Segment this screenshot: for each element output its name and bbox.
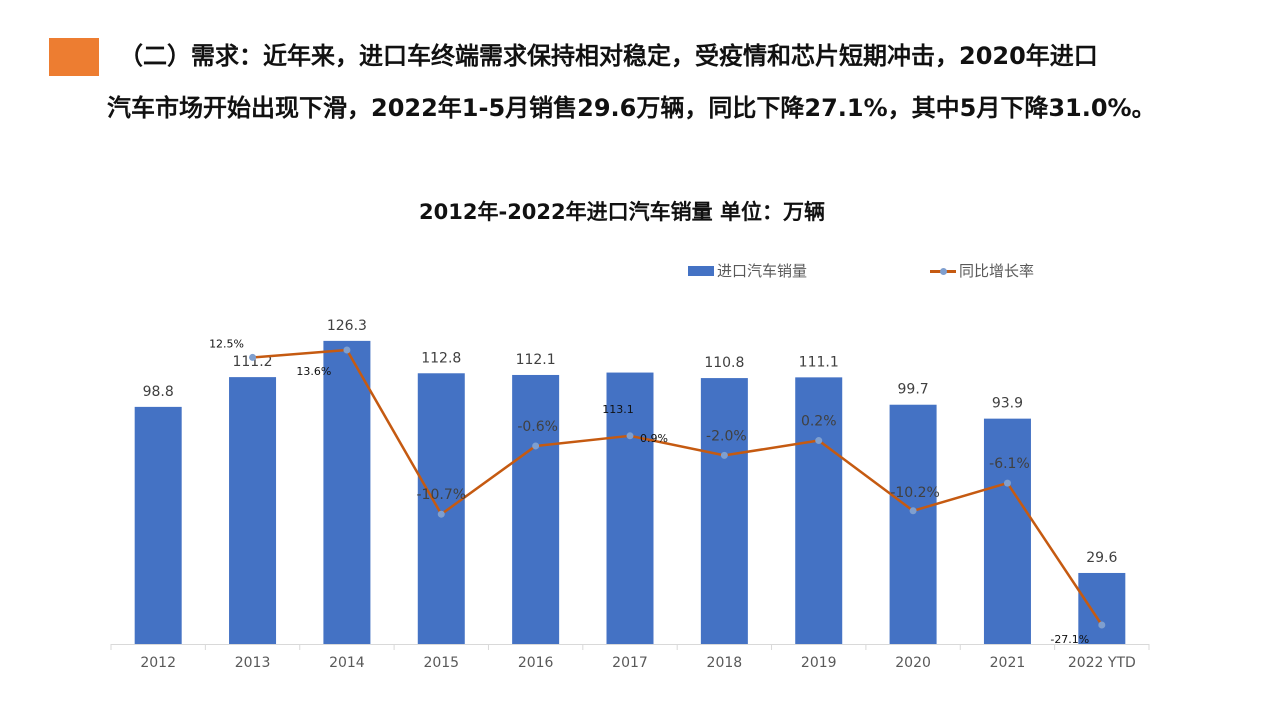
headline-line-2: 汽车市场开始出现下滑，2022年1-5月销售29.6万辆，同比下降27.1%，其… bbox=[107, 94, 1156, 122]
growth-rate-label: 0.2% bbox=[801, 414, 837, 430]
growth-rate-marker bbox=[1003, 479, 1011, 487]
bar bbox=[700, 378, 748, 644]
x-tick-label: 2019 bbox=[801, 655, 837, 671]
chart-legend: 进口汽车销量 同比增长率 bbox=[688, 260, 1034, 281]
legend-item-sales: 进口汽车销量 bbox=[688, 260, 930, 281]
x-tick-label: 2022 YTD bbox=[1068, 655, 1136, 671]
x-tick-label: 2017 bbox=[612, 655, 648, 671]
x-tick-label: 2012 bbox=[140, 655, 176, 671]
bar-value-label: 110.8 bbox=[704, 355, 744, 371]
growth-rate-label: 0.9% bbox=[640, 432, 668, 445]
growth-rate-marker bbox=[815, 437, 823, 445]
growth-rate-marker bbox=[343, 346, 351, 354]
x-tick-label: 2021 bbox=[990, 655, 1026, 671]
bar-value-label: 29.6 bbox=[1086, 550, 1117, 566]
growth-rate-marker bbox=[249, 353, 257, 361]
bar bbox=[983, 418, 1031, 644]
legend-label-sales: 进口汽车销量 bbox=[717, 262, 808, 280]
growth-rate-label: 13.6% bbox=[296, 365, 331, 378]
bar bbox=[229, 377, 277, 644]
headline-line-1: （二）需求：近年来，进口车终端需求保持相对稳定，受疫情和芯片短期冲击，2020年… bbox=[119, 42, 1098, 70]
bar bbox=[795, 377, 843, 644]
x-tick-label: 2013 bbox=[235, 655, 271, 671]
growth-rate-label: -0.6% bbox=[517, 419, 558, 435]
chart-title: 2012年-2022年进口汽车销量 单位：万辆 bbox=[419, 200, 825, 224]
bar-value-label: 112.1 bbox=[516, 352, 556, 368]
bar bbox=[1078, 572, 1126, 644]
bar bbox=[134, 406, 182, 644]
growth-rate-marker bbox=[909, 507, 917, 515]
x-tick-label: 2018 bbox=[707, 655, 743, 671]
growth-rate-label: -2.0% bbox=[706, 428, 747, 444]
bar bbox=[889, 404, 937, 644]
x-tick-label: 2016 bbox=[518, 655, 554, 671]
growth-rate-label: -6.1% bbox=[989, 456, 1030, 472]
x-tick-label: 2020 bbox=[895, 655, 931, 671]
growth-rate-marker bbox=[437, 510, 445, 518]
bar bbox=[606, 372, 654, 644]
bar-value-label: 126.3 bbox=[327, 318, 367, 334]
legend-swatch-line bbox=[930, 266, 956, 276]
growth-rate-label: 12.5% bbox=[209, 337, 244, 350]
bar-value-label: 93.9 bbox=[992, 396, 1023, 412]
x-tick-label: 2015 bbox=[423, 655, 459, 671]
legend-swatch-bar bbox=[688, 265, 714, 276]
bar bbox=[512, 374, 560, 644]
legend-item-growth: 同比增长率 bbox=[930, 260, 1034, 281]
bar-value-label: 112.8 bbox=[421, 350, 461, 366]
bar bbox=[323, 340, 371, 644]
bar-value-label: 98.8 bbox=[143, 384, 174, 400]
growth-rate-line bbox=[252, 348, 1103, 626]
bar bbox=[417, 373, 465, 644]
headline: （二）需求：近年来，进口车终端需求保持相对稳定，受疫情和芯片短期冲击，2020年… bbox=[107, 30, 1247, 134]
growth-rate-marker bbox=[720, 451, 728, 459]
x-tick-label: 2014 bbox=[329, 655, 365, 671]
growth-rate-marker bbox=[532, 442, 540, 450]
bar-value-label: 113.1 bbox=[602, 403, 634, 416]
accent-block bbox=[49, 38, 99, 76]
legend-label-growth: 同比增长率 bbox=[959, 262, 1035, 280]
bar-value-label: 111.2 bbox=[232, 354, 272, 370]
growth-rate-label: -27.1% bbox=[1050, 633, 1089, 646]
bar-value-label: 111.1 bbox=[799, 354, 839, 370]
growth-rate-label: -10.2% bbox=[890, 485, 940, 501]
growth-rate-label: -10.7% bbox=[417, 487, 467, 503]
bar-value-label: 99.7 bbox=[898, 382, 929, 398]
growth-rate-marker bbox=[1098, 621, 1106, 629]
growth-rate-marker bbox=[626, 432, 634, 440]
